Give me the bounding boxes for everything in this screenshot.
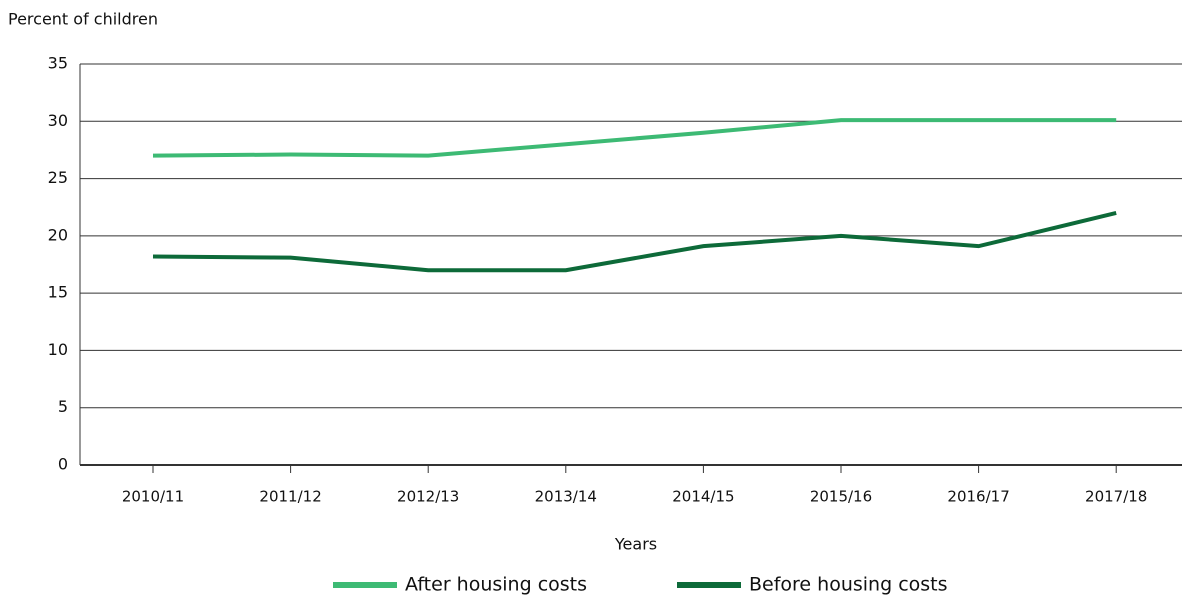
- y-tick-label: 10: [48, 340, 68, 359]
- y-tick-label: 25: [48, 168, 68, 187]
- legend-label: Before housing costs: [749, 574, 948, 596]
- y-tick-label: 0: [58, 455, 68, 474]
- x-tick-label: 2012/13: [397, 488, 459, 506]
- x-axis-label: Years: [614, 535, 657, 554]
- series-line: [152, 118, 1117, 158]
- x-tick-label: 2011/12: [259, 488, 321, 506]
- y-tick-label: 20: [48, 225, 68, 244]
- x-tick-label: 2014/15: [672, 488, 734, 506]
- y-tick-label: 15: [48, 283, 68, 302]
- y-tick-label: 35: [48, 54, 68, 73]
- x-tick-label: 2015/16: [810, 488, 872, 506]
- x-tick-label: 2013/14: [535, 488, 597, 506]
- series-line: [152, 210, 1117, 273]
- y-axis-label: Percent of children: [8, 10, 158, 29]
- x-tick-label: 2017/18: [1085, 488, 1147, 506]
- x-tick-label: 2016/17: [947, 488, 1009, 506]
- y-tick-label: 30: [48, 111, 68, 130]
- x-tick-label: 2010/11: [122, 488, 184, 506]
- y-tick-label: 5: [58, 397, 68, 416]
- legend-label: After housing costs: [405, 574, 587, 596]
